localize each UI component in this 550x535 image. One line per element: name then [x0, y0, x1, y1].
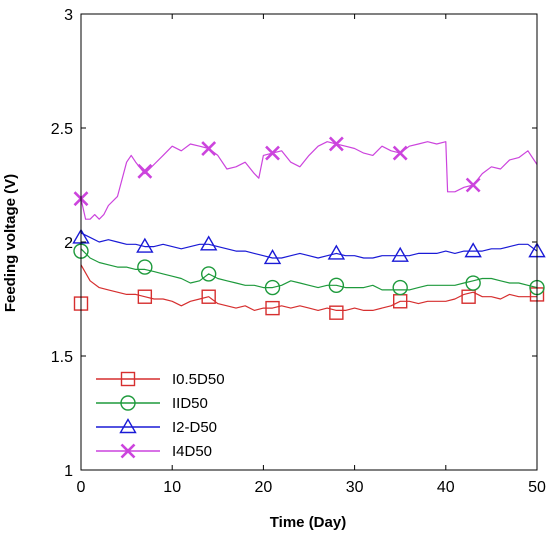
- data-point-marker: [265, 145, 280, 161]
- data-point-marker: [264, 279, 281, 296]
- series-line: [80, 141, 538, 220]
- data-point-marker: [391, 246, 409, 262]
- data-point-marker: [200, 266, 217, 282]
- legend: I0.5D50 IID50 I2-D50 I4D50: [96, 371, 225, 460]
- data-point-marker: [265, 300, 280, 316]
- plot-area: [72, 136, 546, 320]
- data-point-marker: [465, 177, 481, 193]
- x-tick-label: 10: [163, 479, 181, 496]
- y-tick-label: 3: [64, 7, 73, 24]
- y-tick-label: 1.5: [51, 349, 73, 366]
- data-point-marker: [329, 305, 344, 320]
- legend-marker: [120, 371, 136, 387]
- legend-marker: [120, 395, 136, 411]
- legend-entry: I0.5D50: [96, 371, 225, 388]
- legend-label: I0.5D50: [172, 371, 225, 388]
- x-tick-label: 30: [346, 479, 364, 496]
- series-I2-D50: [72, 228, 546, 265]
- data-point-marker: [328, 136, 344, 152]
- data-point-marker: [392, 145, 408, 161]
- y-axis-title: Feeding voltage (V): [2, 174, 19, 312]
- legend-label: I2-D50: [172, 419, 217, 436]
- data-point-marker: [461, 289, 476, 304]
- legend-marker: [119, 418, 137, 434]
- plot-frame: [80, 13, 538, 471]
- data-point-marker: [327, 244, 346, 260]
- data-point-marker: [136, 237, 154, 253]
- x-axis-title: Time (Day): [270, 514, 346, 531]
- y-tick-label: 1: [64, 463, 73, 480]
- data-point-marker: [137, 163, 153, 179]
- y-tick-label: 2.5: [51, 121, 73, 138]
- series-I0.5D50: [73, 264, 545, 320]
- x-tick-label: 20: [255, 479, 273, 496]
- data-point-marker: [201, 289, 216, 304]
- y-tick-label: 2: [64, 235, 73, 252]
- legend-entry: I4D50: [96, 443, 212, 460]
- data-point-marker: [137, 289, 153, 304]
- data-point-marker: [328, 277, 345, 294]
- series-I4D50: [73, 136, 538, 220]
- data-point-marker: [464, 242, 482, 258]
- series-line: [80, 248, 538, 291]
- x-tick-label: 0: [77, 479, 86, 496]
- x-tick-label: 40: [437, 479, 455, 496]
- legend-label: I4D50: [172, 443, 212, 460]
- data-point-marker: [465, 275, 481, 291]
- series-line: [80, 264, 537, 311]
- data-point-marker: [263, 249, 282, 265]
- series-line: [80, 232, 538, 259]
- data-point-marker: [392, 279, 408, 296]
- legend-entry: IID50: [96, 395, 208, 412]
- data-point-marker: [201, 141, 217, 156]
- x-tick-label: 50: [528, 479, 546, 496]
- data-point-marker: [137, 259, 153, 275]
- legend-label: IID50: [172, 395, 208, 412]
- legend-entry: I2-D50: [96, 418, 217, 436]
- legend-marker: [120, 443, 136, 459]
- axes: 0 10 20 30 40 50 1 1.5 2 2.5 3: [51, 7, 546, 496]
- data-point-marker: [199, 235, 218, 251]
